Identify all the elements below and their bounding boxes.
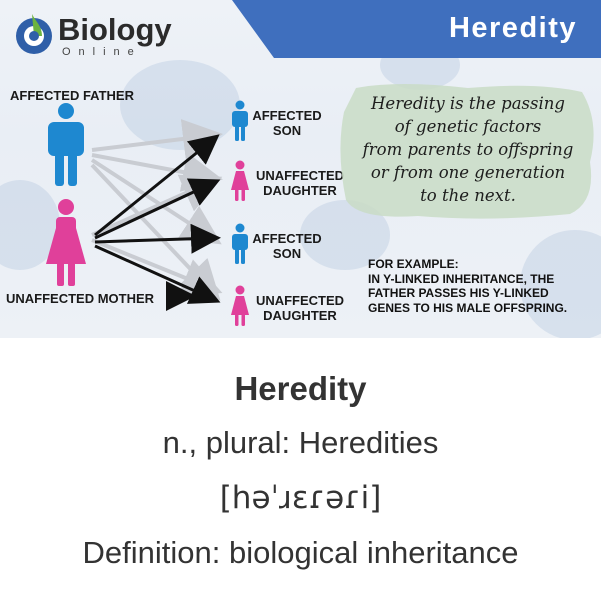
son-figure-icon: [232, 100, 248, 141]
example-line: IN Y-LINKED INHERITANCE, THE: [368, 271, 555, 286]
child-label: UNAFFECTED DAUGHTER: [254, 293, 346, 323]
child-label-line1: AFFECTED: [252, 231, 322, 246]
child-label-line2: DAUGHTER: [263, 183, 337, 198]
definition-term: Heredity: [234, 370, 367, 407]
child-label-line2: SON: [272, 123, 302, 138]
logo-subtitle: Online: [62, 46, 142, 58]
note-line: from parents to offspring: [362, 140, 574, 159]
child-label-line1: UNAFFECTED: [255, 168, 345, 183]
mother-label: UNAFFECTED MOTHER: [6, 291, 155, 306]
child-label: UNAFFECTED DAUGHTER: [254, 168, 346, 198]
definition-meaning: Definition: biological inheritance: [82, 535, 519, 570]
son-figure-icon: [232, 223, 248, 264]
note-line: Heredity is the passing: [371, 94, 565, 113]
example-text: FOR EXAMPLE: IN Y-LINKED INHERITANCE, TH…: [368, 257, 593, 315]
definition-note: Heredity is the passing of genetic facto…: [338, 82, 596, 220]
father-label: AFFECTED FATHER: [10, 88, 134, 103]
daughter-figure-icon: [231, 160, 249, 201]
child-label-line1: AFFECTED: [252, 108, 322, 123]
definition-plural: n., plural: Heredities: [162, 425, 439, 460]
logo-name: Biology: [58, 12, 172, 47]
infographic-banner: Biology Online Heredity: [0, 0, 601, 338]
example-line: GENES TO HIS MALE OFFSPRING.: [368, 300, 568, 315]
note-text: Heredity is the passing of genetic facto…: [346, 92, 590, 207]
daughter-figure-icon: [231, 285, 249, 326]
background-cell: [520, 230, 601, 338]
female-figure-icon: [46, 199, 86, 286]
black-arrows: [94, 134, 221, 311]
note-line: to the next.: [420, 186, 516, 205]
example-line: FATHER PASSES HIS Y-LINKED: [368, 286, 549, 300]
male-figure-icon: [48, 103, 84, 186]
note-line: or from one generation: [370, 163, 566, 182]
header-title: Heredity: [448, 12, 577, 44]
biology-online-logo[interactable]: Biology Online: [12, 10, 212, 60]
child-label-line1: UNAFFECTED: [255, 293, 345, 308]
child-label-line2: SON: [272, 246, 302, 261]
child-label: AFFECTED SON: [252, 231, 322, 261]
definition-pronunciation: [həˈɹɛɾəɾi]: [219, 480, 382, 516]
child-label: AFFECTED SON: [252, 108, 322, 138]
logo-mark-icon: [16, 14, 52, 54]
note-background: [340, 84, 594, 219]
example-line: FOR EXAMPLE:: [368, 257, 459, 271]
header-bar: Heredity: [232, 0, 601, 58]
child-label-line2: DAUGHTER: [263, 308, 337, 323]
note-line: of genetic factors: [394, 117, 542, 136]
inheritance-arrows: [90, 119, 223, 311]
